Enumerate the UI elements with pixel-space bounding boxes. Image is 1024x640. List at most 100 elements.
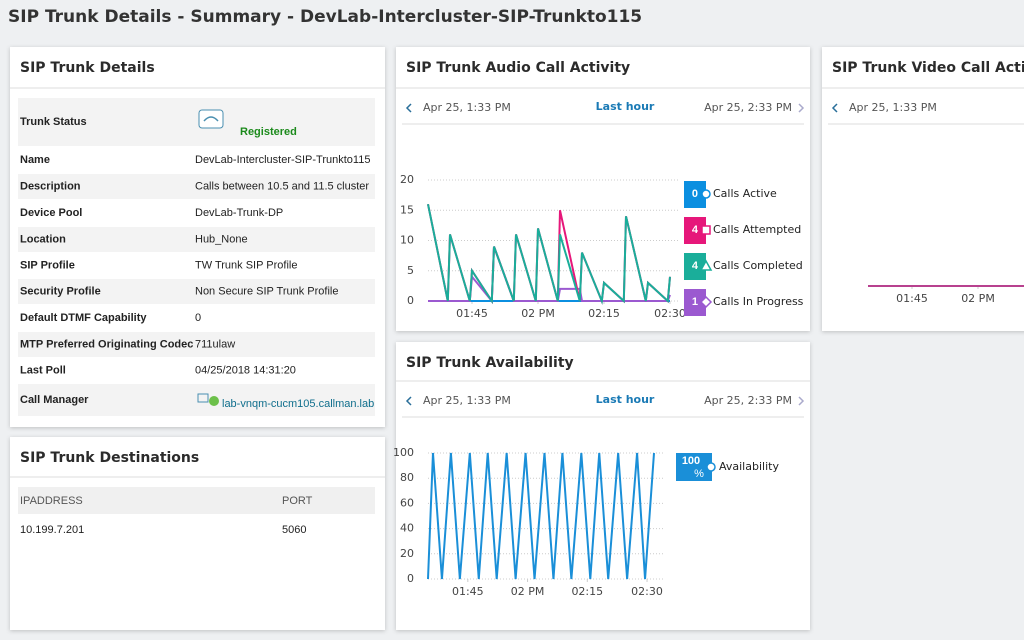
legend-marker [701,189,711,199]
legend-current: 0 [692,188,698,200]
row-stripe [18,384,375,416]
range-end: Apr 25, 2:33 PM [704,101,792,114]
row-label: Device Pool [20,207,82,219]
row-value: 711ulaw [195,338,235,350]
nav-prev[interactable] [405,396,412,406]
row-label: Last Poll [20,364,66,376]
legend-current: 1 [692,296,698,308]
row-stripe [18,332,375,357]
panel-title: SIP Trunk Details [20,60,155,76]
row-label: Security Profile [20,285,101,297]
row-label: Default DTMF Capability [20,312,147,324]
cell: 5060 [282,524,306,536]
y-tick-label: 100 [393,446,414,459]
row-value: Non Secure SIP Trunk Profile [195,285,338,297]
legend-badge [676,453,712,481]
panel [822,47,1024,331]
y-tick-label: 60 [400,496,414,509]
row-value: DevLab-Trunk-DP [195,207,283,219]
y-tick-label: 0 [407,572,414,585]
x-tick-label: 02:15 [571,585,603,598]
row-label: Call Manager [20,394,89,406]
row-value: 0 [195,312,201,324]
legend-label: Availability [719,460,779,473]
nav-next[interactable] [798,103,805,113]
legend-badge [684,217,706,244]
x-tick-label: 02:30 [654,307,686,320]
row-label: SIP Profile [20,259,75,271]
range-start: Apr 25, 1:33 PM [423,394,511,407]
legend-marker [699,259,713,271]
legend-badge [684,181,706,208]
legend-current: 100 [682,455,700,467]
row-stripe [18,227,375,252]
panel-title: SIP Trunk Availability [406,355,574,371]
status-icon [198,109,224,129]
row-label: Location [20,233,66,245]
row-value: 04/25/2018 14:31:20 [195,364,296,376]
y-tick-label: 80 [400,471,414,484]
row-label: Trunk Status [20,116,87,128]
nav-prev[interactable] [405,103,412,113]
legend-label: Calls Active [713,187,777,200]
column-header: PORT [282,495,313,507]
row-value: Calls between 10.5 and 11.5 cluster [195,180,369,192]
panel [396,342,810,630]
row-link[interactable]: lab-vnqm-cucm105.callman.lab [222,398,374,410]
legend-current: 4 [692,260,699,272]
legend-label: Calls Attempted [713,223,801,236]
range-label[interactable]: Last hour [596,100,655,113]
range-label[interactable]: Last hour [596,393,655,406]
panel-title: SIP Trunk Destinations [20,450,199,466]
nav-prev[interactable] [831,103,838,113]
series-line [427,203,671,305]
row-label: Description [20,180,81,192]
legend-marker [701,225,711,235]
nav-next[interactable] [798,396,805,406]
y-tick-label: 40 [400,522,414,535]
x-tick-label: 01:45 [456,307,488,320]
panel-title: SIP Trunk Video Call Activity [832,60,1024,76]
status-dot [209,396,219,406]
column-header: IPADDRESS [20,495,83,507]
row-stripe [18,98,375,146]
row-label: MTP Preferred Originating Codec [20,338,193,350]
row-stripe [18,279,375,304]
range-start: Apr 25, 1:33 PM [849,101,937,114]
cell: 10.199.7.201 [20,524,84,536]
server-icon [197,393,209,403]
legend-current: 4 [692,224,699,236]
legend-unit: % [694,468,704,480]
panel-title: SIP Trunk Audio Call Activity [406,60,630,76]
x-tick-label: 02:30 [631,585,663,598]
legend-marker [699,295,713,309]
row-value: DevLab-Intercluster-SIP-Trunkto115 [195,154,370,166]
y-tick-label: 10 [400,234,414,247]
panel [10,437,385,630]
x-tick-label: 01:45 [896,292,928,305]
y-tick-label: 20 [400,547,414,560]
range-end: Apr 25, 2:33 PM [704,394,792,407]
legend-badge [684,289,706,316]
row-stripe [18,174,375,199]
x-tick-label: 02 PM [961,292,995,305]
row-value: Registered [240,126,297,138]
legend-label: Calls In Progress [713,295,804,308]
row-value: Hub_None [195,233,248,245]
legend-badge [684,253,706,280]
legend-marker [706,462,716,472]
x-tick-label: 01:45 [452,585,484,598]
range-start: Apr 25, 1:33 PM [423,101,511,114]
x-tick-label: 02 PM [511,585,545,598]
legend-label: Calls Completed [713,259,803,272]
row-value: TW Trunk SIP Profile [195,259,298,271]
page-title: SIP Trunk Details - Summary - DevLab-Int… [8,7,642,27]
x-tick-label: 02:15 [588,307,620,320]
y-tick-label: 5 [407,264,414,277]
row-label: Name [20,154,50,166]
table-header [18,487,375,514]
status-icon-handset [203,116,219,122]
series-line [427,452,656,580]
